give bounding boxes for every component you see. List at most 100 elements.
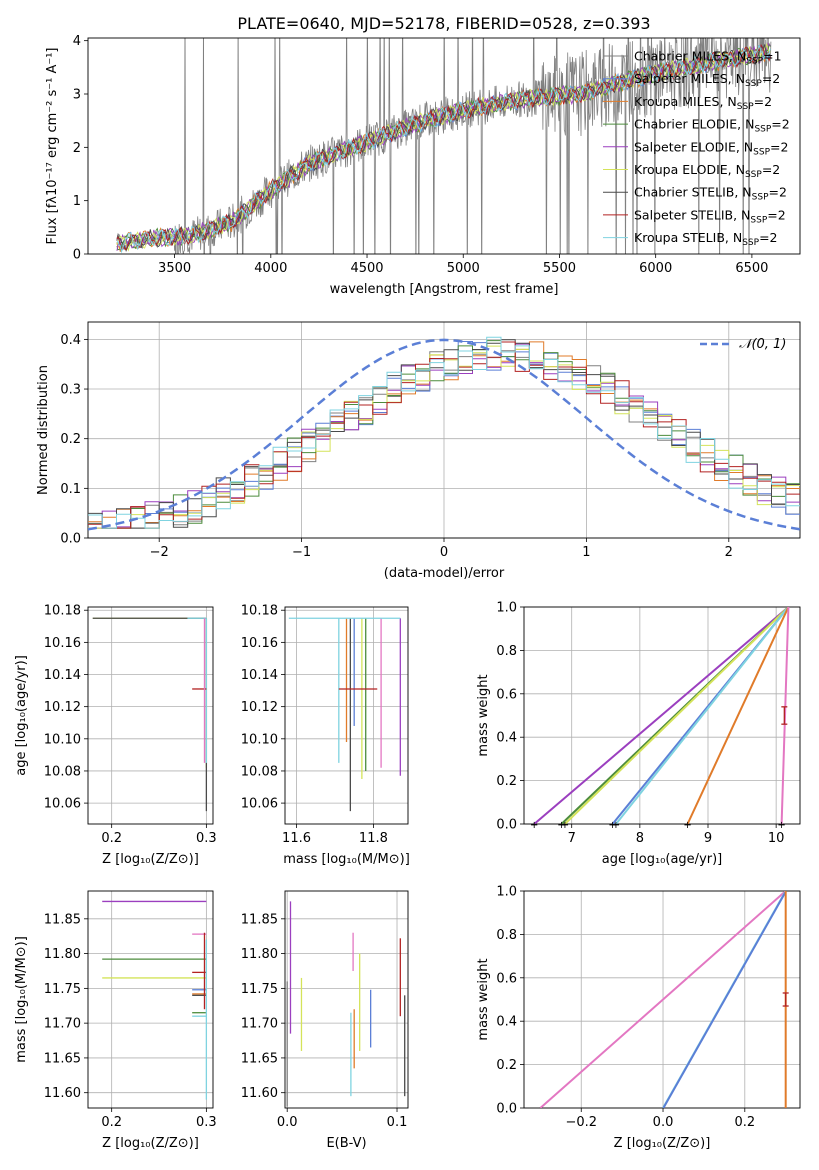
axes-frame	[87, 890, 214, 1109]
y-tick-label: 10.06	[241, 797, 278, 812]
legend-sub: SSP	[742, 238, 759, 248]
x-tick-label: 1	[582, 545, 590, 560]
x-axis-label: (data-model)/error	[384, 566, 505, 581]
x-tick-label: 3500	[158, 261, 191, 276]
x-tick-label: −1	[292, 545, 311, 560]
legend-label: Kroupa MILES, N	[634, 94, 737, 109]
model-spectrum-line	[116, 44, 771, 253]
y-tick-label: 0.8	[496, 644, 517, 659]
start-marker: +	[608, 820, 616, 831]
y-tick-label: 0.4	[60, 333, 81, 348]
x-axis-label: Z [log₁₀(Z/Z⊙)]	[102, 852, 199, 867]
y-tick-label: 0.4	[496, 1015, 517, 1030]
start-marker: +	[612, 820, 620, 831]
start-marker: +	[561, 820, 569, 831]
y-tick-label: 11.70	[44, 1017, 81, 1032]
legend-label: Salpeter STELIB, N	[634, 207, 750, 222]
legend-tail: =2	[769, 185, 787, 200]
legend-tail: =1	[763, 49, 781, 64]
mass-vs-Z-panel: 0.2 0.3 11.60 11.65 11.70 11.75 11.80 11.85 Z [l…	[14, 890, 217, 1151]
y-tick-label: 10.08	[241, 764, 278, 779]
x-tick-label: 5500	[543, 261, 576, 276]
legend-tail: =2	[762, 162, 780, 177]
y-tick-label: 10.14	[241, 668, 278, 683]
legend-tail: =2	[759, 230, 777, 245]
y-axis-label: mass weight	[476, 958, 491, 1040]
legend-label: Kroupa ELODIE, N	[634, 162, 745, 177]
legend-entry: Kroupa STELIB, NSSP=2	[634, 230, 778, 248]
y-tick-label: 11.75	[44, 982, 81, 997]
legend-label: Salpeter ELODIE, N	[634, 139, 753, 154]
legend-entry: Kroupa ELODIE, NSSP=2	[634, 162, 780, 180]
x-axis-label: Z [log₁₀(Z/Z⊙)]	[614, 1136, 711, 1151]
legend-sub: SSP	[745, 79, 762, 89]
residual-histogram	[88, 345, 800, 529]
x-tick-label: 11.6	[282, 831, 311, 846]
legend-sub: SSP	[753, 147, 770, 157]
y-tick-label: 11.85	[241, 912, 278, 927]
legend-sub: SSP	[745, 170, 762, 180]
x-axis-label: Z [log₁₀(Z/Z⊙)]	[102, 1136, 199, 1151]
y-tick-label: 11.60	[241, 1086, 278, 1101]
cumulative-weight-line	[539, 891, 787, 1108]
legend-label: Salpeter MILES, N	[634, 71, 745, 86]
x-tick-label: 0.3	[196, 1115, 217, 1130]
legend-sub: SSP	[737, 102, 754, 112]
y-tick-label: 10.16	[241, 636, 278, 651]
x-tick-label: 0.3	[196, 831, 217, 846]
y-tick-label: 11.85	[44, 912, 81, 927]
x-tick-label: 8	[636, 831, 644, 846]
legend-entry: Kroupa MILES, NSSP=2	[634, 94, 772, 112]
axes-frame	[284, 890, 409, 1109]
y-tick-label: 0.6	[496, 971, 517, 986]
x-tick-label: 0.2	[101, 831, 122, 846]
cumulative-weight-line	[564, 607, 790, 824]
y-tick-label: 10.08	[44, 764, 81, 779]
y-tick-label: 0	[73, 248, 81, 263]
y-tick-label: 11.75	[241, 982, 278, 997]
spectrum-panel: 3500 4000 4500 5000 5500 6000 6500 0 1 2 3 4 wavelen…	[45, 34, 801, 297]
legend-sub: SSP	[746, 57, 763, 67]
legend-sub: SSP	[754, 125, 771, 135]
legend-entry: Salpeter ELODIE, NSSP=2	[634, 139, 788, 157]
y-tick-label: 1.0	[496, 601, 517, 616]
y-tick-label: 2	[73, 141, 81, 156]
y-tick-label: 0.2	[60, 432, 81, 447]
y-tick-label: 3	[73, 88, 81, 103]
cumulative-weight-line	[615, 607, 790, 824]
y-tick-label: 0.6	[496, 687, 517, 702]
residual-histogram	[88, 336, 800, 529]
legend-label: Chabrier MILES, N	[634, 49, 746, 64]
y-axis-label: mass weight	[476, 674, 491, 756]
x-tick-label: 0.2	[734, 1115, 755, 1130]
axes-frame	[284, 606, 409, 825]
x-tick-label: −0.2	[565, 1115, 597, 1130]
legend-tail: =2	[762, 71, 780, 86]
y-tick-label: 0.0	[496, 1102, 517, 1117]
y-axis-label: Flux [fλ10⁻¹⁷ erg cm⁻² s⁻¹ A⁻¹]	[45, 48, 60, 245]
axes-frame	[87, 37, 801, 255]
model-spectrum-line	[116, 44, 771, 254]
y-tick-label: 11.65	[44, 1051, 81, 1066]
axes-frame	[87, 321, 801, 539]
y-tick-label: 0.2	[496, 774, 517, 789]
legend-sub: SSP	[752, 193, 769, 203]
y-tick-label: 1	[73, 194, 81, 209]
x-tick-label: 0.1	[387, 1115, 408, 1130]
x-axis-label: age [log₁₀(age/yr)]	[602, 852, 723, 867]
mass-weight-vs-Z-panel: −0.2 0.0 0.2 0.0 0.2 0.4 0.6 0.8 1.0 Z [log₁₀(Z/Z…	[476, 885, 801, 1151]
axes-frame	[87, 606, 214, 825]
cumulative-weight-line	[662, 891, 787, 1108]
x-axis-label: wavelength [Angstrom, rest frame]	[330, 282, 559, 297]
y-tick-label: 0.0	[60, 532, 81, 547]
y-axis-label: mass [log₁₀(M/M⊙)]	[14, 936, 29, 1063]
y-tick-label: 0.1	[60, 482, 81, 497]
legend-label: Chabrier STELIB, N	[634, 185, 752, 200]
x-tick-label: 4000	[254, 261, 287, 276]
mass-vs-ebv-panel: 0.0 0.1 11.60 11.65 11.70 11.75 11.80 11.85 E(B-…	[241, 890, 409, 1151]
x-axis-label: mass [log₁₀(M/M⊙)]	[283, 852, 410, 867]
legend-entry: Chabrier STELIB, NSSP=2	[634, 185, 787, 203]
legend-entry: Salpeter MILES, NSSP=2	[634, 71, 780, 89]
y-tick-label: 10.18	[44, 604, 81, 619]
